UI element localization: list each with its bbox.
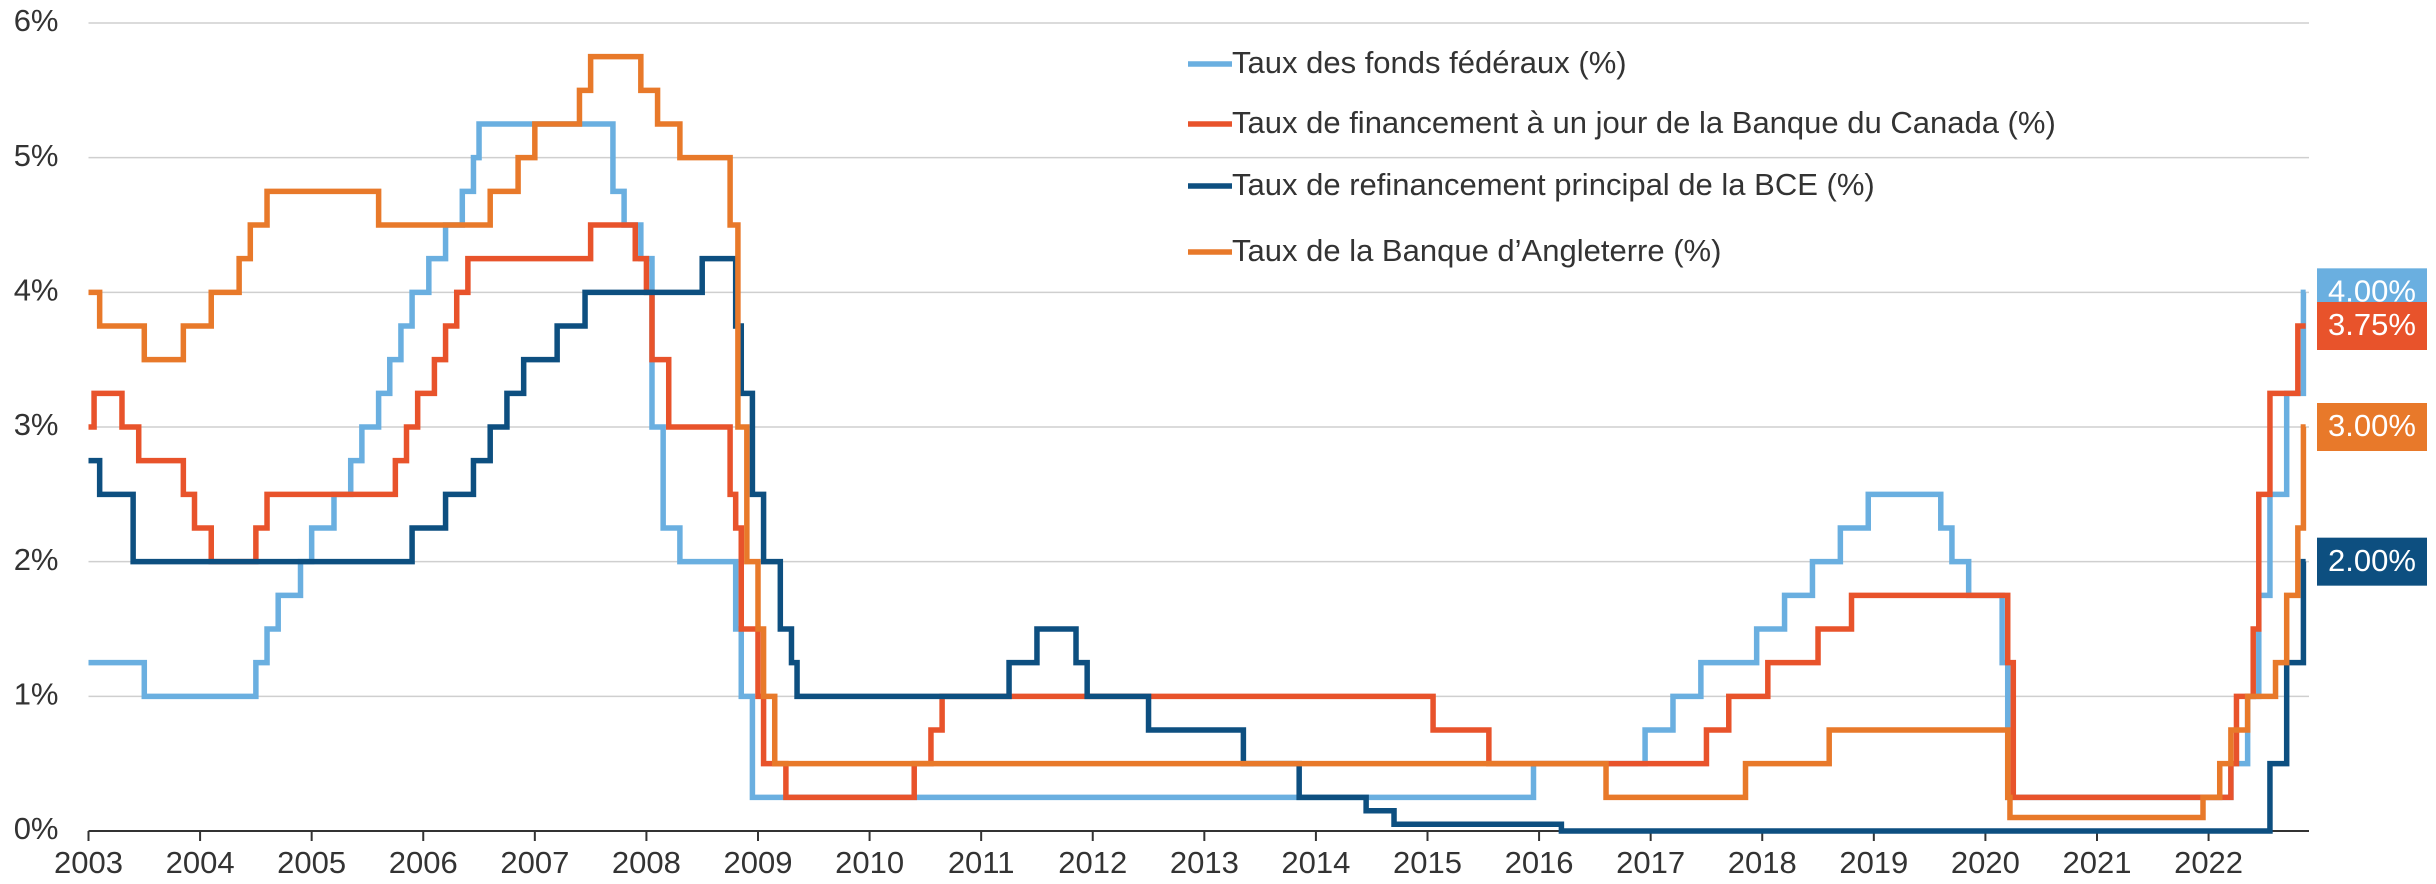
y-tick-label: 1% bbox=[14, 677, 59, 712]
value-label: 3.75% bbox=[2328, 307, 2416, 342]
series-line bbox=[88, 121, 2307, 801]
x-tick-label: 2016 bbox=[1505, 845, 1574, 880]
y-tick-label: 4% bbox=[14, 273, 59, 308]
x-tick-label: 2021 bbox=[2063, 845, 2132, 880]
y-tick-label: 5% bbox=[14, 138, 59, 173]
series-line bbox=[88, 53, 2307, 821]
legend-label: Taux des fonds fédéraux (%) bbox=[1232, 45, 1627, 80]
x-tick-label: 2012 bbox=[1058, 845, 1127, 880]
x-tick-label: 2015 bbox=[1393, 845, 1462, 880]
x-tick-label: 2011 bbox=[948, 845, 1015, 880]
x-tick-label: 2019 bbox=[1839, 845, 1908, 880]
x-tick-label: 2006 bbox=[389, 845, 458, 880]
x-tick-label: 2004 bbox=[166, 845, 235, 880]
series-line bbox=[88, 222, 2306, 801]
legend-label: Taux de la Banque d’Angleterre (%) bbox=[1232, 233, 1721, 268]
legend-label: Taux de refinancement principal de la BC… bbox=[1232, 167, 1875, 202]
x-tick-label: 2003 bbox=[54, 845, 123, 880]
y-tick-label: 6% bbox=[14, 3, 59, 38]
value-label-box bbox=[2317, 302, 2427, 350]
value-label: 3.00% bbox=[2328, 408, 2416, 443]
y-tick-label: 3% bbox=[14, 407, 59, 442]
x-tick-label: 2022 bbox=[2174, 845, 2243, 880]
x-tick-label: 2009 bbox=[724, 845, 793, 880]
legend-label: Taux de financement à un jour de la Banq… bbox=[1232, 105, 2056, 140]
x-tick-label: 2018 bbox=[1728, 845, 1797, 880]
value-label-box bbox=[2317, 403, 2427, 451]
series-line bbox=[88, 255, 2307, 834]
x-tick-label: 2010 bbox=[835, 845, 904, 880]
value-label: 2.00% bbox=[2328, 543, 2416, 578]
x-tick-label: 2007 bbox=[500, 845, 569, 880]
y-tick-label: 0% bbox=[14, 811, 59, 846]
x-tick-label: 2020 bbox=[1951, 845, 2020, 880]
x-tick-label: 2017 bbox=[1616, 845, 1685, 880]
value-label-box bbox=[2317, 537, 2427, 586]
y-tick-label: 2% bbox=[14, 542, 59, 577]
x-tick-label: 2005 bbox=[277, 845, 346, 880]
x-tick-label: 2008 bbox=[612, 845, 681, 880]
x-tick-label: 2013 bbox=[1170, 845, 1239, 880]
x-tick-label: 2014 bbox=[1281, 845, 1350, 880]
